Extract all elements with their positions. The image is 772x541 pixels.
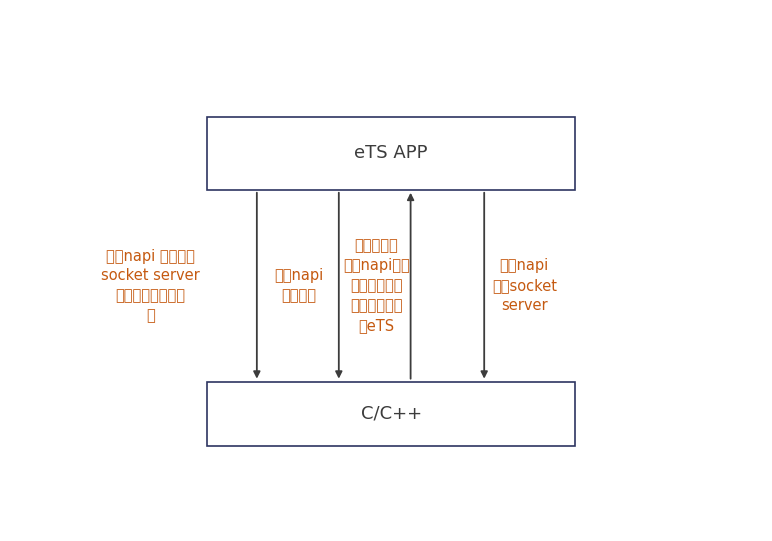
Text: 接收到消息
通过napi回调
函数，把接收
到的数据返回
给eTS: 接收到消息 通过napi回调 函数，把接收 到的数据返回 给eTS [343, 239, 410, 333]
FancyBboxPatch shape [207, 381, 575, 446]
Text: C/C++: C/C++ [361, 405, 422, 423]
Text: 通过napi 调用打开
socket server
并设置接收回调函
数: 通过napi 调用打开 socket server 并设置接收回调函 数 [101, 248, 200, 323]
Text: eTS APP: eTS APP [354, 144, 428, 162]
Text: 通过napi
发送数据: 通过napi 发送数据 [274, 268, 323, 303]
Text: 通过napi
关闭socket
server: 通过napi 关闭socket server [492, 259, 557, 313]
FancyBboxPatch shape [207, 117, 575, 190]
